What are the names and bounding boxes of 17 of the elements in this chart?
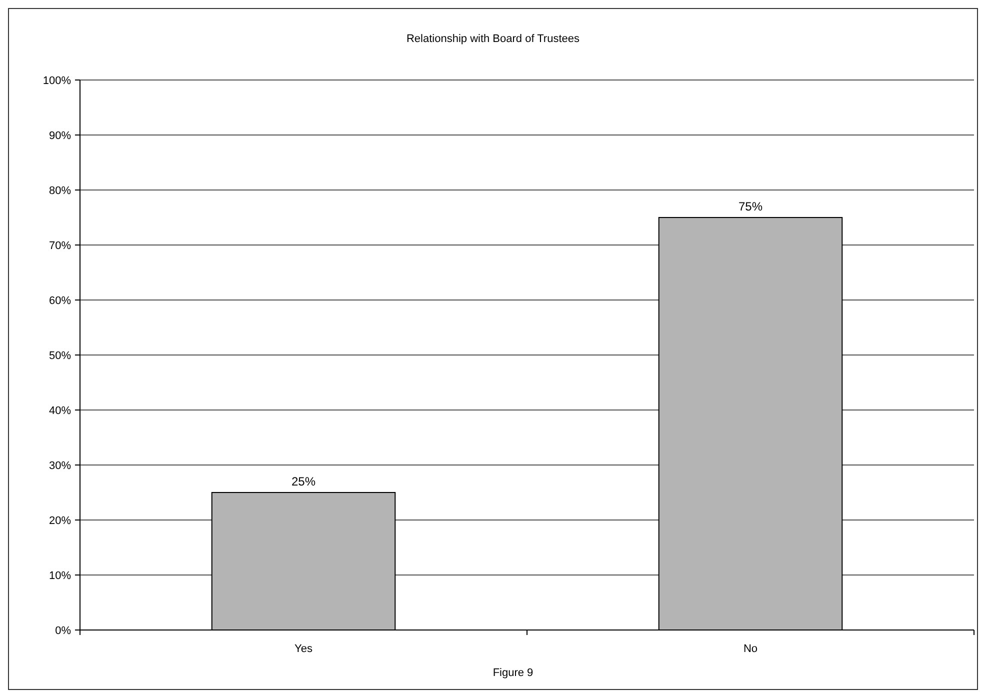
y-tick-label: 20% [48, 514, 72, 527]
x-tick-label: No [743, 643, 758, 655]
y-tick-label: 70% [48, 240, 72, 252]
y-tick-label: 0% [55, 624, 72, 637]
y-tick-label: 50% [48, 350, 72, 362]
y-tick-label: 100% [42, 74, 72, 87]
x-tick-label: Yes [294, 643, 313, 655]
y-tick-label: 40% [48, 404, 72, 417]
chart-title: Relationship with Board of Trustees [406, 33, 580, 45]
y-tick-label: 60% [48, 294, 72, 307]
y-tick-label: 10% [48, 570, 72, 582]
data-label: 25% [291, 474, 316, 488]
y-tick-label: 30% [48, 460, 72, 472]
data-label: 75% [738, 200, 763, 214]
y-tick-label: 80% [48, 184, 72, 197]
caption: Figure 9 [492, 667, 534, 679]
y-tick-label: 90% [48, 130, 72, 142]
